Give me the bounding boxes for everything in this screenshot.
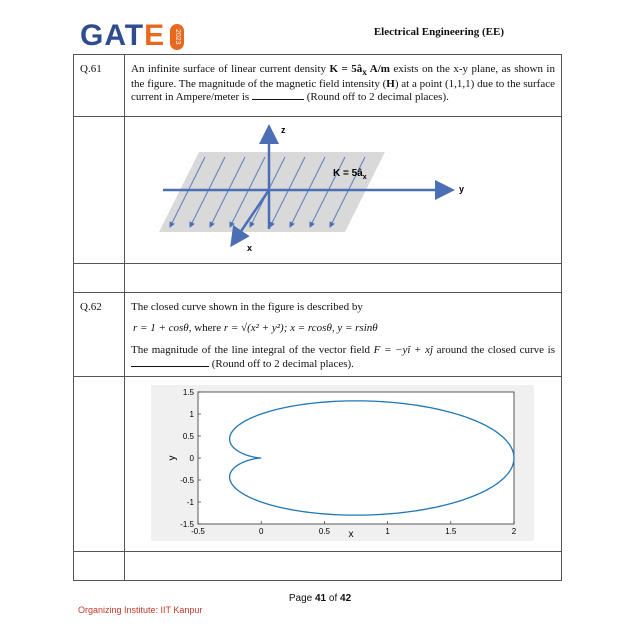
organizing-institute: Organizing Institute: IIT Kanpur <box>78 605 203 615</box>
x-axis-title: x <box>349 529 354 540</box>
q61-text-d: (Round off to 2 decimal places). <box>303 91 449 104</box>
q61-fig-empty-cell <box>73 116 125 264</box>
q61-text-b: exists on the x-y plane, as shown in the… <box>131 63 555 90</box>
y-tick-label: -0.5 <box>180 476 194 485</box>
y-tick-label: 0.5 <box>183 432 195 441</box>
q62-text-c: (Round off to 2 decimal places). <box>209 357 354 370</box>
x-axis-label: x <box>247 243 252 253</box>
x-tick-label: 0 <box>259 527 264 536</box>
q61-spacer-text <box>124 262 562 293</box>
q62-answer-blank <box>131 357 209 367</box>
q61-answer-blank <box>251 90 304 101</box>
q62-field: F = −yî + xĵ <box>373 343 434 356</box>
subject-title: Electrical Engineering (EE) <box>373 26 504 38</box>
gate-logo: GATE 2023 <box>80 18 190 54</box>
q61-text: An infinite surface of linear current de… <box>124 54 562 117</box>
y-tick-label: 0 <box>190 454 195 463</box>
q62-intro: The closed curve shown in the figure is … <box>131 300 363 313</box>
q61-figure-cell: z y x K = 5âx <box>124 116 562 264</box>
y-tick-label: 1.5 <box>183 388 195 397</box>
q61-k-unit: A/m <box>366 63 390 75</box>
q62-spacer-num <box>73 550 125 581</box>
q61-spacer-num <box>73 262 125 293</box>
q61-text-a: An infinite surface of linear current de… <box>131 63 330 75</box>
page-number: Page 41 of 42 <box>288 593 352 604</box>
x-tick-label: 1 <box>385 527 390 536</box>
x-tick-label: 1.5 <box>445 527 457 536</box>
q62-formula: r = 1 + cosθ, where r = √(x² + y²); x = … <box>133 322 378 335</box>
plot-area <box>197 391 515 525</box>
x-tick-label: -0.5 <box>191 527 205 536</box>
current-lines <box>169 156 366 228</box>
xy-plane-sheet <box>159 152 385 232</box>
y-tick-label: -1 <box>187 498 195 507</box>
q62-text-b: around the closed curve is <box>433 343 555 356</box>
k-label: K = 5âx <box>333 168 367 181</box>
x-tick-label: 0.5 <box>319 527 331 536</box>
q61-number: Q.61 <box>73 54 125 117</box>
y-axis-title: y <box>167 456 178 461</box>
q62-text-a: The magnitude of the line integral of th… <box>131 343 374 356</box>
q62-fig-empty-cell <box>73 376 125 552</box>
q61-text-c: ) at a point (1,1,1) due to the surface … <box>131 77 555 104</box>
y-tick-label: -1.5 <box>180 520 194 529</box>
q62-text: The closed curve shown in the figure is … <box>124 291 562 378</box>
q62-spacer-text <box>124 550 562 581</box>
q62-figure-cell: -0.5 0 0.5 1 1.5 2 1.5 1 0.5 0 -0.5 -1 -1.5 x y <box>124 376 562 552</box>
y-tick-label: 1 <box>190 410 195 419</box>
q61-k-sub: x <box>362 67 367 78</box>
q62-number: Q.62 <box>73 291 125 378</box>
logo-year: 2023 <box>170 24 184 50</box>
logo-word: GATE <box>80 19 166 52</box>
cardioid-chart: -0.5 0 0.5 1 1.5 2 1.5 1 0.5 0 -0.5 -1 -1.5 x y <box>151 385 534 542</box>
x-axis <box>230 189 271 248</box>
z-axis-label: z <box>281 125 286 135</box>
x-tick-label: 2 <box>512 527 517 536</box>
q61-h-symbol: H <box>386 77 395 90</box>
current-sheet-figure: z y x K = 5âx <box>159 124 464 253</box>
q61-k-expr: K = 5â <box>329 63 363 75</box>
question-table: Q.61 An infinite surface of linear curre… <box>73 54 562 581</box>
y-axis-label: y <box>459 184 464 194</box>
chart-ticks: -0.5 0 0.5 1 1.5 2 1.5 1 0.5 0 -0.5 -1 -1.5 <box>180 388 517 536</box>
